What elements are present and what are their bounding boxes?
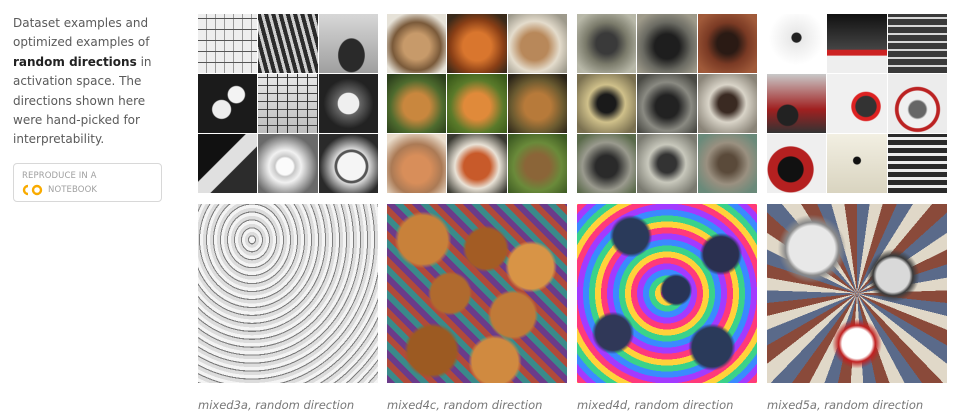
dataset-example-image xyxy=(258,74,318,133)
dataset-example-image xyxy=(507,134,567,193)
column-caption: mixed4c, random direction xyxy=(387,398,543,412)
dataset-example-image xyxy=(637,14,697,73)
dataset-example-image xyxy=(507,74,567,133)
figure-description: Dataset examples and optimized examples … xyxy=(13,14,173,150)
dataset-example-image xyxy=(258,14,318,73)
dataset-example-image xyxy=(887,14,947,73)
dataset-example-image xyxy=(447,134,507,193)
optimized-example-image xyxy=(767,204,947,383)
dataset-example-image xyxy=(577,134,637,193)
dataset-example-image xyxy=(447,14,507,73)
description-text-end: in activation space. The directions show… xyxy=(13,54,152,147)
dataset-example-image xyxy=(767,14,827,73)
dataset-example-image xyxy=(318,134,378,193)
dataset-example-image xyxy=(198,14,258,73)
reproduce-notebook-button[interactable]: REPRODUCE IN A NOTEBOOK xyxy=(13,162,162,202)
optimized-example-image xyxy=(387,204,567,383)
column-mixed5a: mixed5a, random direction xyxy=(767,14,947,412)
dataset-example-image xyxy=(258,134,318,193)
dataset-example-image xyxy=(577,14,637,73)
optimized-example-image xyxy=(577,204,757,383)
dataset-example-image xyxy=(697,14,757,73)
dataset-example-image xyxy=(697,74,757,133)
dataset-examples-grid xyxy=(767,14,947,193)
dataset-example-image xyxy=(507,14,567,73)
dataset-example-image xyxy=(198,134,258,193)
dataset-examples-grid xyxy=(198,14,378,193)
button-line-top: REPRODUCE IN A xyxy=(22,170,97,181)
dataset-example-image xyxy=(318,74,378,133)
dataset-example-image xyxy=(577,74,637,133)
column-mixed4d: mixed4d, random direction xyxy=(577,14,757,412)
column-caption: mixed5a, random direction xyxy=(767,398,924,412)
colab-logo-icon xyxy=(22,184,43,196)
dataset-example-image xyxy=(827,74,887,133)
dataset-example-image xyxy=(198,74,258,133)
column-caption: mixed4d, random direction xyxy=(577,398,734,412)
dataset-example-image xyxy=(387,74,447,133)
dataset-example-image xyxy=(827,134,887,193)
description-text: Dataset examples and optimized examples … xyxy=(13,16,150,50)
sidebar: Dataset examples and optimized examples … xyxy=(13,14,173,202)
dataset-example-image xyxy=(767,134,827,193)
button-line-bottom-row: NOTEBOOK xyxy=(22,184,153,196)
dataset-examples-grid xyxy=(577,14,757,193)
dataset-example-image xyxy=(697,134,757,193)
dataset-example-image xyxy=(447,74,507,133)
dataset-example-image xyxy=(318,14,378,73)
button-line-bottom: NOTEBOOK xyxy=(48,184,98,195)
dataset-examples-grid xyxy=(387,14,567,193)
dataset-example-image xyxy=(637,74,697,133)
dataset-example-image xyxy=(387,14,447,73)
optimized-example-image xyxy=(198,204,378,383)
dataset-example-image xyxy=(637,134,697,193)
column-mixed3a: mixed3a, random direction xyxy=(198,14,378,412)
column-mixed4c: mixed4c, random direction xyxy=(387,14,567,412)
description-bold: random directions xyxy=(13,54,137,69)
dataset-example-image xyxy=(767,74,827,133)
dataset-example-image xyxy=(827,14,887,73)
column-caption: mixed3a, random direction xyxy=(198,398,355,412)
dataset-example-image xyxy=(887,74,947,133)
dataset-example-image xyxy=(887,134,947,193)
dataset-example-image xyxy=(387,134,447,193)
